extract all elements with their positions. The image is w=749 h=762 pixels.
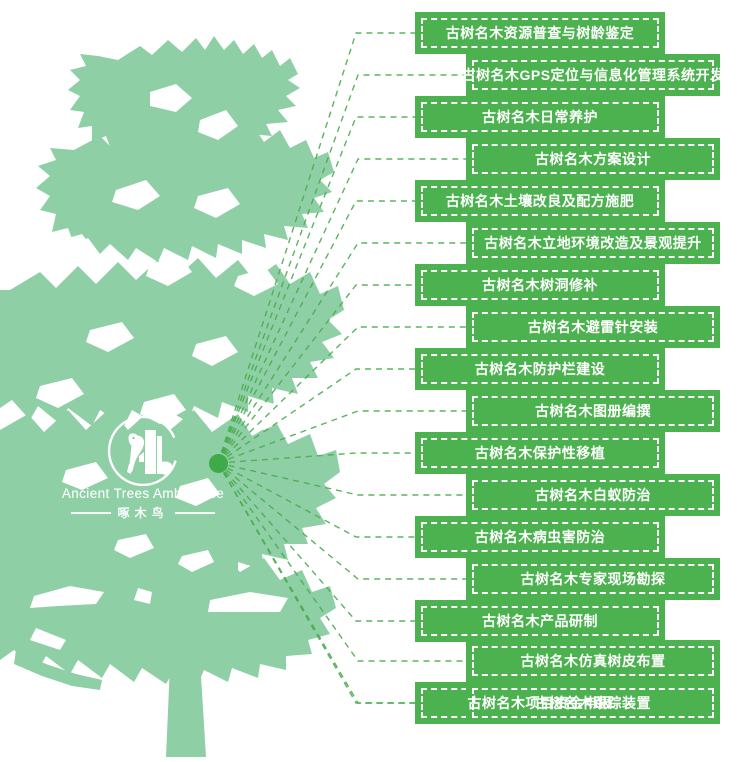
service-item-label: 古树名木跟踪装置 [535, 695, 651, 711]
service-item-label: 古树名木资源普查与树龄鉴定 [445, 25, 635, 41]
service-item-box[interactable]: 古树名木防护栏建设 [415, 348, 665, 390]
service-item-box[interactable]: 古树名木白蚁防治 [466, 474, 720, 516]
service-item-box[interactable]: 古树名木日常养护 [415, 96, 665, 138]
service-item-box[interactable]: 古树名木病虫害防治 [415, 516, 665, 558]
logo-chinese-row: 啄木鸟 [71, 504, 215, 521]
connector-line [217, 32, 415, 464]
service-item-box[interactable]: 古树名木保护性移植 [415, 432, 665, 474]
service-item-box[interactable]: 古树名木仿真树皮布置 [466, 640, 720, 682]
service-item-box[interactable]: 古树名木方案设计 [466, 138, 720, 180]
service-item-label: 古树名木白蚁防治 [535, 487, 651, 503]
connector-line [217, 200, 415, 464]
service-item-box[interactable]: 古树名木资源普查与树龄鉴定 [415, 12, 665, 54]
service-item-box[interactable]: 古树名木GPS定位与信息化管理系统开发 [461, 54, 724, 96]
connector-line [217, 462, 415, 704]
service-item-label: 古树名木立地环境改造及景观提升 [484, 235, 702, 251]
service-item-label: 古树名木方案设计 [535, 151, 651, 167]
service-item-box[interactable]: 古树名木立地环境改造及景观提升 [466, 222, 720, 264]
logo-chinese-name: 啄木鸟 [117, 506, 169, 520]
connector-line [217, 284, 415, 464]
service-item-label: 古树名木GPS定位与信息化管理系统开发 [461, 67, 725, 83]
connector-line [217, 462, 415, 622]
connector-line [217, 116, 415, 464]
logo-rule-right [174, 511, 215, 514]
service-item-box[interactable]: 古树名木树洞修补 [415, 264, 665, 306]
service-item-label: 古树名木避雷针安装 [527, 319, 659, 335]
service-item-label: 古树名木产品研制 [482, 613, 598, 629]
logo-rule-left [71, 511, 112, 514]
service-item-label: 古树名木保护性移植 [474, 445, 606, 461]
service-item-label: 古树名木图册编撰 [535, 403, 651, 419]
service-item-label: 古树名木日常养护 [482, 109, 598, 125]
woodpecker-tree-emblem-icon [104, 412, 182, 490]
service-item-box[interactable]: 古树名木避雷针安装 [466, 306, 720, 348]
service-item-box[interactable]: 古树名木跟踪装置 [466, 682, 720, 724]
service-item-box[interactable]: 古树名木图册编撰 [466, 390, 720, 432]
service-item-label: 古树名木树洞修补 [482, 277, 598, 293]
service-item-label: 古树名木防护栏建设 [474, 361, 606, 377]
service-item-box[interactable]: 古树名木土壤改良及配方施肥 [415, 180, 665, 222]
logo-english-name: Ancient Trees Ambulance [61, 486, 225, 501]
service-item-box[interactable]: 古树名木专家现场勘探 [466, 558, 720, 600]
service-item-label: 古树名木项目资金申报 [467, 695, 613, 711]
connector-line [217, 452, 415, 464]
service-item-label: 古树名木病虫害防治 [474, 529, 606, 545]
connector-line [217, 462, 466, 704]
service-item-label: 古树名木土壤改良及配方施肥 [445, 193, 635, 209]
connector-line [217, 462, 415, 538]
service-item-label: 古树名木仿真树皮布置 [520, 653, 666, 669]
center-hub-node [209, 454, 228, 473]
connector-line [217, 368, 415, 464]
brand-logo: Ancient Trees Ambulance 啄木鸟 [48, 412, 238, 522]
service-item-label: 古树名木专家现场勘探 [520, 571, 666, 587]
service-item-box[interactable]: 古树名木产品研制 [415, 600, 665, 642]
